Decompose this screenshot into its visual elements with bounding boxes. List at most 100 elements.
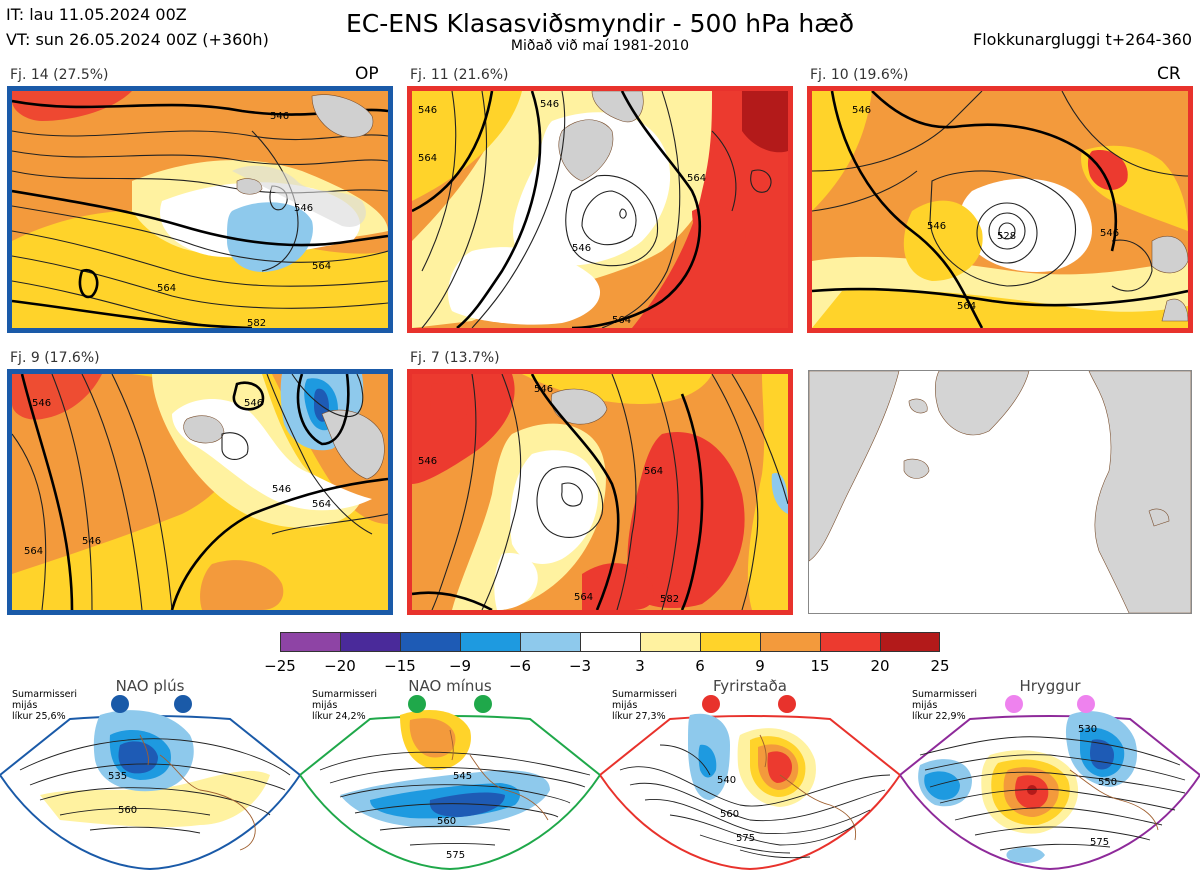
colorbar-tick-label: −15 <box>384 657 416 675</box>
cluster-map-panel: 546 546 564 564 582 <box>7 86 393 333</box>
contour-label: 546 <box>244 398 263 409</box>
regime-season: Sumarmisseri <box>12 689 78 700</box>
contour-label: 546 <box>534 384 553 395</box>
regime-likelihood: líkur 25,6% <box>12 711 66 722</box>
cluster-label: Fj. 9 (17.6%) <box>10 350 100 366</box>
contour-label: 564 <box>157 283 176 294</box>
contour-label: 535 <box>108 771 127 782</box>
contour-label: 546 <box>572 243 591 254</box>
contour-label: 550 <box>1098 777 1117 788</box>
contour-label: 582 <box>247 318 266 328</box>
colorbar-tick-label: 3 <box>635 657 645 675</box>
colorbar-segment <box>400 632 460 652</box>
regime-panel-nao-minus: NAO mínus Sumarmisseri mijás líkur 24,2%… <box>300 675 600 871</box>
cluster-map-panel: 546 546 564 546 564 546 <box>7 369 393 615</box>
contour-label: 564 <box>612 315 631 326</box>
regime-panel-blocking: Fyrirstaða Sumarmisseri mijás líkur 27,3… <box>600 675 900 871</box>
contour-label: 564 <box>418 153 437 164</box>
colorbar-segment <box>820 632 880 652</box>
colorbar-tick-label: −3 <box>568 657 592 675</box>
colorbar-tick-label: −6 <box>508 657 532 675</box>
colorbar-segment <box>340 632 400 652</box>
contour-label: 546 <box>418 456 437 467</box>
contour-label: 575 <box>446 850 465 861</box>
regime-name: NAO mínus <box>408 677 492 695</box>
regime-period: mijás <box>912 700 938 711</box>
colorbar-segment <box>580 632 640 652</box>
contour-label: 560 <box>437 816 456 827</box>
contour-label: 546 <box>927 221 946 232</box>
contour-label: 560 <box>720 809 739 820</box>
colorbar-tick-label: 6 <box>695 657 705 675</box>
contour-label: 546 <box>540 99 559 110</box>
colorbar-segment <box>640 632 700 652</box>
regime-info: Sumarmisseri mijás líkur 24,2% <box>312 689 377 722</box>
regime-season: Sumarmisseri <box>312 689 378 700</box>
contour-label: 546 <box>272 484 291 495</box>
regime-season: Sumarmisseri <box>912 689 978 700</box>
page-subtitle: Miðað við maí 1981-2010 <box>510 38 690 54</box>
regime-info: Sumarmisseri mijás líkur 22,9% <box>912 689 977 722</box>
regime-period: mijás <box>12 700 38 711</box>
contour-label: 564 <box>312 499 331 510</box>
cluster-tag: CR <box>1157 64 1181 84</box>
contour-label: 564 <box>312 261 331 272</box>
contour-label: 564 <box>644 466 663 477</box>
contour-label: 545 <box>453 771 472 782</box>
colorbar-tick-label: 15 <box>810 657 830 675</box>
contour-label: 560 <box>118 805 137 816</box>
colorbar-segment <box>460 632 520 652</box>
cluster-map-panel: 546 546 564 564 564 546 <box>407 86 793 333</box>
colorbar-segment <box>280 632 340 652</box>
contour-label: 546 <box>852 105 871 116</box>
colorbar-segment <box>520 632 580 652</box>
cluster-map-panel: 546 528 546 564 546 <box>807 86 1193 333</box>
base-map-panel <box>808 370 1192 614</box>
cluster-label: Fj. 11 (21.6%) <box>410 67 509 83</box>
contour-label: 546 <box>32 398 51 409</box>
regime-name: NAO plús <box>115 677 185 695</box>
contour-label: 564 <box>574 592 593 603</box>
contour-label: 546 <box>82 536 101 547</box>
regime-name: Hryggur <box>1019 677 1081 695</box>
regime-info: Sumarmisseri mijás líkur 27,3% <box>612 689 677 722</box>
colorbar-tick-label: 25 <box>930 657 950 675</box>
contour-label: 564 <box>687 173 706 184</box>
initial-time: IT: lau 11.05.2024 00Z <box>6 5 187 24</box>
page-title: EC-ENS Klasasviðsmyndir - 500 hPa hæð <box>345 9 855 38</box>
regime-likelihood: líkur 27,3% <box>612 711 666 722</box>
contour-label: 546 <box>270 111 289 122</box>
colorbar-tick-label: −9 <box>448 657 472 675</box>
colorbar-segment <box>700 632 760 652</box>
cluster-label: Fj. 14 (27.5%) <box>10 67 109 83</box>
regime-period: mijás <box>612 700 638 711</box>
classification-window: Flokkunargluggi t+264-360 <box>973 30 1192 49</box>
regime-likelihood: líkur 24,2% <box>312 711 366 722</box>
cluster-map-panel: 546 546 564 564 582 <box>407 369 793 615</box>
cluster-tag: OP <box>355 64 379 84</box>
contour-label: 546 <box>294 203 313 214</box>
regime-likelihood: líkur 22,9% <box>912 711 966 722</box>
colorbar-tick-label: 9 <box>755 657 765 675</box>
regime-season: Sumarmisseri <box>612 689 678 700</box>
colorbar-tick-label: −25 <box>264 657 296 675</box>
colorbar-segment <box>760 632 820 652</box>
colorbar-tick-label: 20 <box>870 657 890 675</box>
regime-panel-ridge: Hryggur Sumarmisseri mijás líkur 22,9% <box>900 675 1200 871</box>
contour-label: 540 <box>717 775 736 786</box>
contour-label: 530 <box>1078 724 1097 735</box>
contour-label: 575 <box>736 833 755 844</box>
colorbar-tick-label: −20 <box>324 657 356 675</box>
cluster-label: Fj. 7 (13.7%) <box>410 350 500 366</box>
contour-label: 564 <box>957 301 976 312</box>
contour-label: 575 <box>1090 837 1109 848</box>
contour-label: 528 <box>997 231 1016 242</box>
cluster-label: Fj. 10 (19.6%) <box>810 67 909 83</box>
contour-label: 564 <box>24 546 43 557</box>
regime-name: Fyrirstaða <box>713 677 787 695</box>
colorbar-segment <box>880 632 940 652</box>
regime-panel-nao-plus: NAO plús Sumarmisseri mijás líkur 25,6% … <box>0 675 300 871</box>
contour-label: 582 <box>660 594 679 605</box>
contour-label: 546 <box>418 105 437 116</box>
regime-period: mijás <box>312 700 338 711</box>
